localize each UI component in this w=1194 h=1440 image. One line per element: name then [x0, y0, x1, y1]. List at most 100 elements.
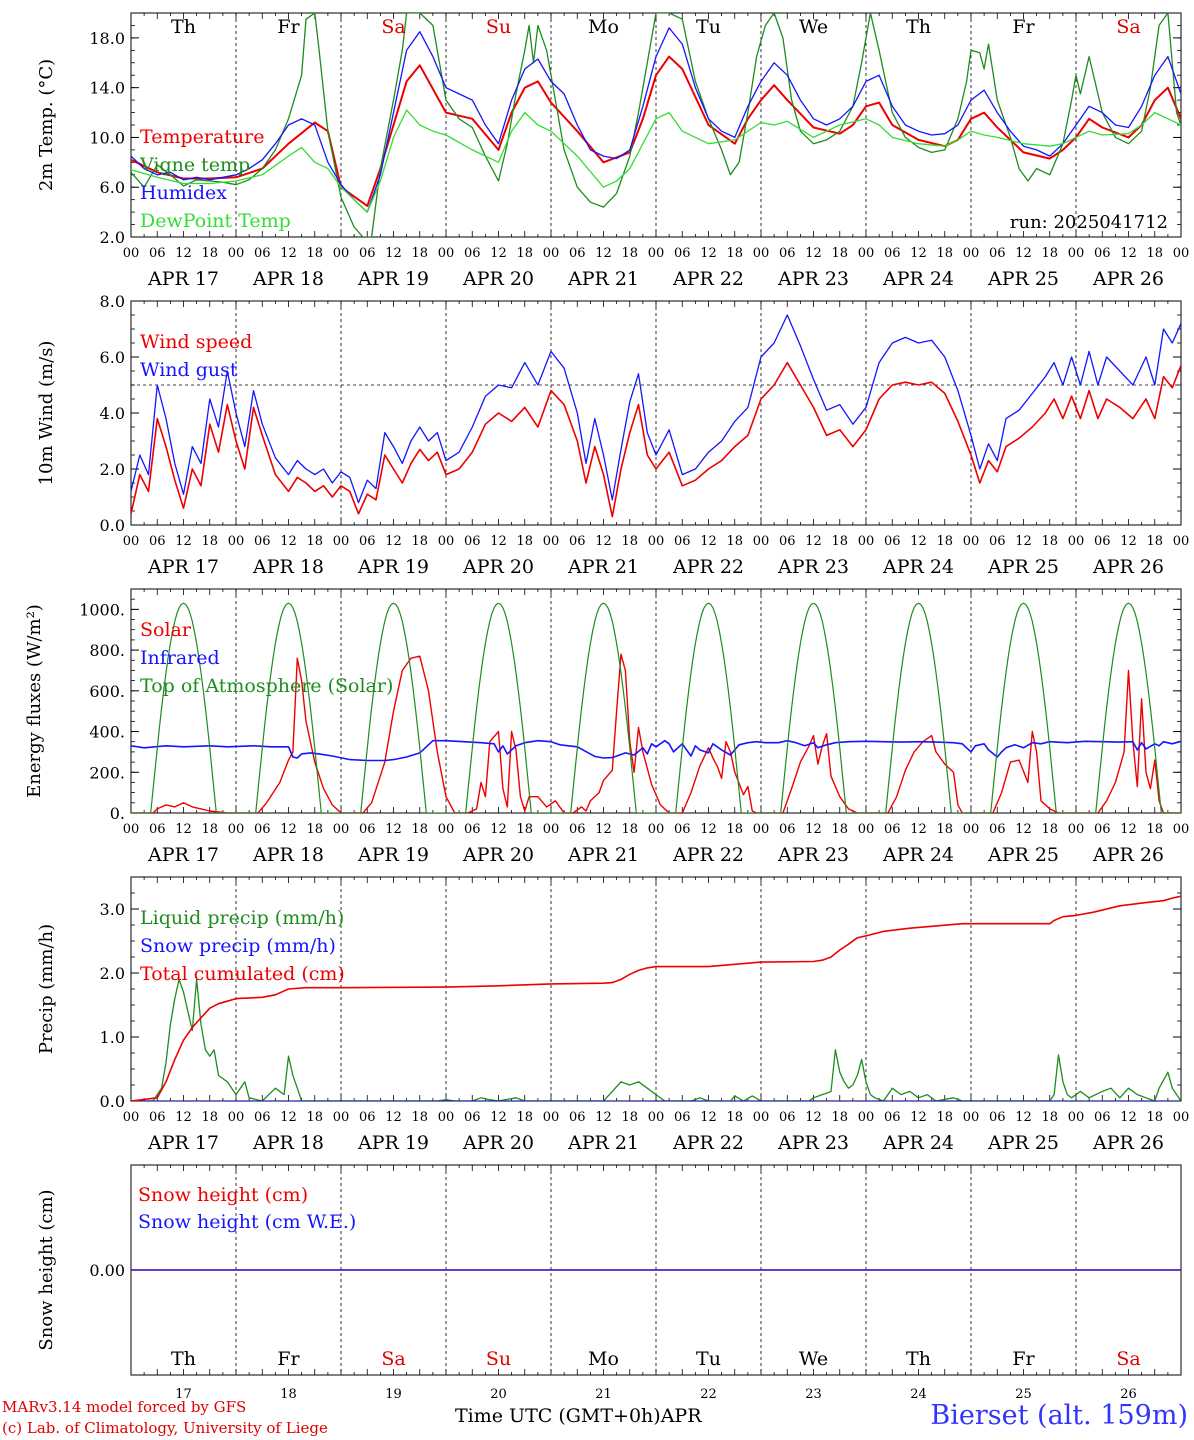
y-tick-label: 0.0 [100, 516, 125, 535]
y-tick-label: 600. [89, 682, 125, 701]
weekday-label: Mo [588, 16, 619, 38]
hour-tick-label: 12 [805, 822, 822, 837]
hour-tick-label: 06 [254, 822, 271, 837]
date-label: APR 23 [777, 844, 849, 866]
hour-tick-label: 18 [621, 822, 638, 837]
hour-tick-label: 18 [1146, 534, 1163, 549]
date-label: APR 25 [987, 556, 1059, 578]
date-label: APR 22 [672, 268, 744, 290]
date-label: APR 20 [462, 1132, 534, 1154]
hour-tick-label: 18 [621, 534, 638, 549]
hour-tick-label: 12 [280, 822, 297, 837]
hour-tick-label: 00 [858, 1110, 875, 1125]
date-label: APR 20 [462, 556, 534, 578]
date-label: APR 25 [987, 1132, 1059, 1154]
day-number-label: 19 [385, 1387, 402, 1400]
legend-entry: Liquid precip (mm/h) [140, 907, 344, 929]
day-number-label: 22 [700, 1387, 717, 1400]
hour-tick-label: 00 [333, 534, 350, 549]
weekday-label: Sa [381, 16, 405, 38]
hour-tick-label: 12 [490, 822, 507, 837]
hour-tick-label: 18 [936, 1110, 953, 1125]
hour-tick-label: 18 [411, 534, 428, 549]
hour-tick-label: 12 [175, 1110, 192, 1125]
hour-tick-label: 12 [1120, 822, 1137, 837]
series-line-vigne-temp [131, 13, 1181, 237]
legend-entry: Temperature [140, 126, 264, 148]
hour-tick-label: 06 [884, 534, 901, 549]
weekday-label: Tu [696, 1348, 721, 1370]
credit-lab: (c) Lab. of Climatology, University of L… [2, 1419, 328, 1437]
date-label: APR 25 [987, 268, 1059, 290]
series-line-liquid-precip-mm-h- [131, 978, 1181, 1101]
hour-tick-label: 12 [700, 534, 717, 549]
weekday-label: Fr [277, 16, 300, 38]
series-line-top-of-atmosphere-solar- [131, 602, 1181, 813]
hour-tick-label: 18 [831, 246, 848, 261]
hour-tick-label: 06 [674, 822, 691, 837]
hour-tick-label: 00 [1173, 246, 1190, 261]
y-tick-label: 2.0 [100, 460, 125, 479]
hour-tick-label: 06 [779, 246, 796, 261]
panel-frame-energy [130, 588, 1182, 814]
hour-tick-label: 06 [989, 822, 1006, 837]
hour-tick-label: 06 [464, 822, 481, 837]
hour-tick-label: 00 [963, 534, 980, 549]
hour-tick-label: 00 [438, 534, 455, 549]
hour-tick-label: 18 [1041, 534, 1058, 549]
day-number-label: 20 [490, 1387, 507, 1400]
y-tick-label: 1.0 [100, 1028, 125, 1047]
hour-tick-label: 00 [123, 822, 140, 837]
y-tick-label: 8.0 [100, 292, 125, 311]
y-axis-label: Energy fluxes (W/m²) [24, 604, 45, 798]
hour-tick-label: 12 [595, 1110, 612, 1125]
x-axis-month: APR [660, 1405, 702, 1427]
hour-tick-label: 06 [674, 534, 691, 549]
y-tick-label: 0.00 [89, 1261, 125, 1280]
hour-tick-label: 00 [963, 246, 980, 261]
y-tick-label: 10.0 [89, 128, 125, 147]
hour-tick-label: 12 [385, 822, 402, 837]
hour-tick-label: 12 [280, 246, 297, 261]
x-axis-title: Time UTC (GMT+0h)APR [455, 1405, 702, 1427]
hour-tick-label: 18 [726, 534, 743, 549]
date-label: APR 23 [777, 268, 849, 290]
hour-tick-label: 00 [123, 534, 140, 549]
hour-tick-label: 06 [359, 822, 376, 837]
hour-tick-label: 18 [411, 822, 428, 837]
hour-tick-label: 18 [1146, 822, 1163, 837]
hour-tick-label: 06 [989, 246, 1006, 261]
hour-tick-label: 00 [1173, 822, 1190, 837]
hour-tick-label: 00 [228, 246, 245, 261]
y-tick-label: 2.0 [100, 228, 125, 247]
hour-tick-label: 06 [674, 246, 691, 261]
hour-tick-label: 12 [1015, 822, 1032, 837]
hour-tick-label: 06 [254, 246, 271, 261]
date-label: APR 23 [777, 1132, 849, 1154]
hour-tick-label: 00 [228, 822, 245, 837]
series-line-wind-gust [131, 314, 1181, 504]
date-label: APR 22 [672, 844, 744, 866]
hour-tick-label: 12 [700, 246, 717, 261]
y-tick-label: 14.0 [89, 79, 125, 98]
hour-tick-label: 00 [858, 822, 875, 837]
y-tick-label: 200. [89, 763, 125, 782]
hour-tick-label: 18 [1041, 246, 1058, 261]
weekday-label: We [799, 16, 828, 38]
hour-tick-label: 06 [989, 534, 1006, 549]
hour-tick-label: 18 [201, 534, 218, 549]
hour-tick-label: 18 [516, 246, 533, 261]
weekday-label: Th [171, 1348, 196, 1370]
hour-tick-label: 12 [490, 534, 507, 549]
weekday-label: Mo [588, 1348, 619, 1370]
hour-tick-label: 06 [464, 534, 481, 549]
y-tick-label: 18.0 [89, 29, 125, 48]
hour-tick-label: 06 [1094, 1110, 1111, 1125]
hour-tick-label: 06 [569, 822, 586, 837]
date-label: APR 17 [147, 844, 219, 866]
hour-tick-label: 18 [726, 1110, 743, 1125]
legend-entry: Infrared [140, 647, 220, 669]
hour-tick-label: 18 [726, 246, 743, 261]
date-label: APR 24 [882, 1132, 954, 1154]
date-label: APR 23 [777, 556, 849, 578]
